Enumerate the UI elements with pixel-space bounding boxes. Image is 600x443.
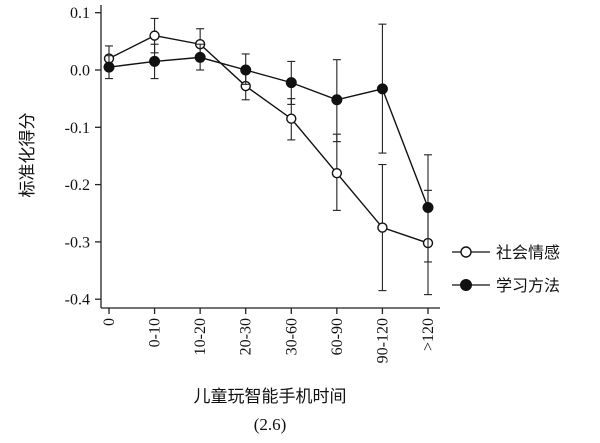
series-line [108,34,429,244]
data-point [285,77,297,89]
x-tick-label: 90-120 [374,318,391,363]
series-line [108,56,429,208]
data-point [194,51,206,63]
legend-item-social-emotional: 社会情感 [452,243,560,262]
legend-open-circle-marker [460,246,472,258]
y-axis-title: 标准化得分 [18,113,38,198]
data-point [286,113,297,124]
data-point [377,222,388,233]
data-point [149,30,160,41]
x-ticks: 0 0-10 10-20 20-30 30-60 60-90 90-120 >120 [101,308,437,363]
y-tick-label: 0.0 [70,63,90,80]
legend-label-social-emotional: 社会情感 [496,243,560,262]
plot-area [103,17,434,296]
x-tick-label: 0-10 [147,318,164,347]
legend-item-learning-methods: 学习方法 [452,276,560,295]
figure-caption: (2.6) [254,415,287,434]
data-point [376,83,388,95]
x-tick-label: 0 [101,318,118,326]
x-tick-label: >120 [420,318,437,351]
x-tick-label: 10-20 [192,318,209,355]
data-point [149,55,161,67]
y-ticks: 0.1 0.0 -0.1 -0.2 -0.3 -0.4 [65,5,101,309]
y-tick-label: 0.1 [70,5,90,22]
data-point [103,61,115,73]
data-point [240,64,252,76]
legend-filled-circle-marker [460,279,472,291]
data-point [331,94,343,106]
y-tick-label: -0.1 [65,120,90,137]
x-axis-title: 儿童玩智能手机时间 [194,387,347,407]
data-point [422,202,434,214]
data-point [331,167,343,179]
series-learning-methods [103,23,434,263]
legend-label-learning-methods: 学习方法 [496,276,560,295]
y-tick-label: -0.2 [65,177,90,194]
x-tick-label: 30-60 [283,318,300,355]
legend: 社会情感 学习方法 [452,243,560,295]
y-tick-label: -0.3 [65,234,90,251]
y-tick-label: -0.4 [65,292,90,309]
x-tick-label: 20-30 [238,318,255,355]
x-tick-label: 60-90 [329,318,346,355]
